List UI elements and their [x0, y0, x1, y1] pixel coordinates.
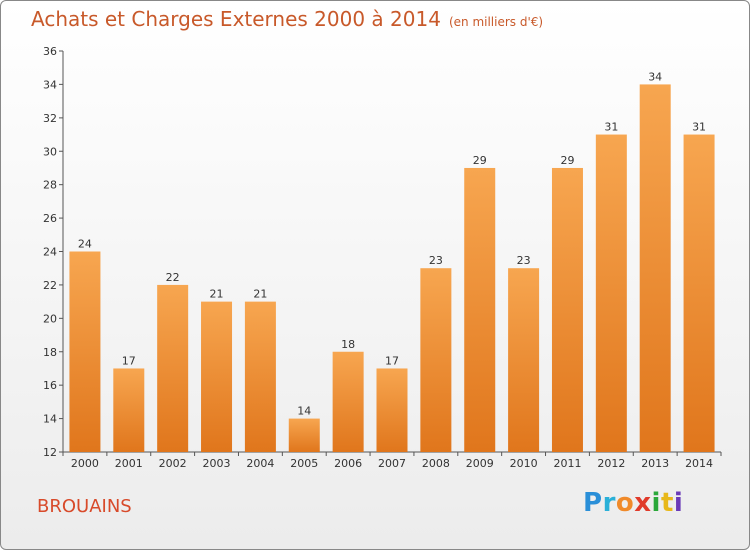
x-tick-label: 2007	[378, 457, 406, 470]
y-tick-label: 18	[43, 346, 57, 359]
data-label: 23	[429, 254, 443, 267]
y-tick-label: 20	[43, 312, 57, 325]
x-tick-label: 2011	[553, 457, 581, 470]
data-label: 21	[210, 288, 224, 301]
x-tick-label: 2009	[466, 457, 494, 470]
data-label: 29	[473, 154, 487, 167]
title-text: Achats et Charges Externes 2000 à 2014	[31, 7, 441, 31]
bar-2006	[332, 351, 364, 452]
x-tick-label: 2005	[290, 457, 318, 470]
data-label: 18	[341, 338, 355, 351]
logo-letter: t	[660, 488, 674, 518]
chart-title: Achats et Charges Externes 2000 à 2014 (e…	[31, 7, 543, 31]
data-label: 17	[122, 354, 136, 367]
logo-letter: i	[673, 488, 684, 518]
data-label: 31	[604, 121, 618, 134]
bar-2010	[508, 268, 540, 452]
data-label: 31	[692, 121, 706, 134]
bar-2009	[464, 167, 496, 453]
data-label: 17	[385, 354, 399, 367]
y-tick-label: 22	[43, 279, 57, 292]
y-tick-label: 36	[43, 45, 57, 58]
bar-2004	[244, 301, 276, 452]
bar-2007	[376, 368, 408, 452]
x-tick-label: 2006	[334, 457, 362, 470]
y-tick-label: 16	[43, 379, 57, 392]
logo-letter: x	[634, 488, 652, 518]
data-label: 22	[166, 271, 180, 284]
title-unit: (en milliers d'€)	[448, 15, 544, 29]
bars: 24 17 22 21 21 14 18 17 23 29 23 29 31 34 31	[69, 70, 715, 453]
x-tick-label: 2012	[597, 457, 625, 470]
y-tick-label: 30	[43, 145, 57, 158]
logo-letter: P	[583, 488, 603, 518]
axes: 12 14 16 18 20 22 24 26 28 30 32 34 36 2000 2001 2002 20…	[43, 45, 722, 470]
bar-2011	[551, 167, 583, 453]
y-tick-label: 26	[43, 212, 57, 225]
y-tick-label: 34	[43, 78, 57, 91]
y-tick-label: 12	[43, 446, 57, 459]
commune-name: BROUAINS	[37, 496, 132, 517]
bar-2000	[69, 251, 101, 452]
data-label: 24	[78, 238, 92, 251]
bar-2012	[595, 134, 627, 452]
y-tick-label: 32	[43, 112, 57, 125]
y-tick-label: 14	[43, 413, 57, 426]
x-tick-label: 2014	[685, 457, 713, 470]
x-tick-label: 2008	[422, 457, 450, 470]
y-tick-label: 28	[43, 179, 57, 192]
data-label: 21	[253, 288, 267, 301]
x-tick-label: 2004	[246, 457, 274, 470]
bar-2002	[157, 284, 189, 452]
logo-letter: o	[615, 488, 635, 518]
data-label: 23	[517, 254, 531, 267]
x-tick-label: 2001	[115, 457, 143, 470]
bar-2001	[113, 368, 145, 452]
data-label: 29	[560, 154, 574, 167]
bar-2013	[639, 84, 671, 453]
data-label: 34	[648, 70, 662, 83]
x-tick-label: 2002	[159, 457, 187, 470]
bar-2014	[683, 134, 715, 452]
x-tick-label: 2010	[510, 457, 538, 470]
bar-2005	[288, 418, 320, 452]
x-tick-label: 2013	[641, 457, 669, 470]
logo-letter: r	[602, 488, 616, 518]
bar-2008	[420, 268, 452, 452]
bar-2003	[201, 301, 233, 452]
proxiti-logo: Proxiti	[583, 488, 683, 518]
logo-letter: i	[651, 488, 661, 518]
x-tick-label: 2000	[71, 457, 99, 470]
y-tick-label: 24	[43, 246, 57, 259]
x-tick-label: 2003	[203, 457, 231, 470]
data-label: 14	[297, 405, 311, 418]
